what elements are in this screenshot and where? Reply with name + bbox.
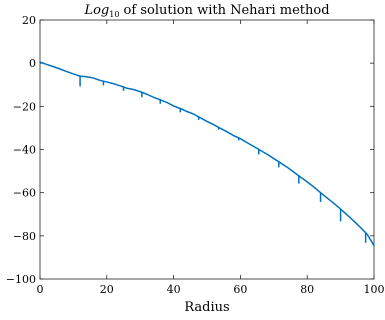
ticks <box>39 19 375 280</box>
chart-title-rest: of solution with Nehari method <box>119 3 329 18</box>
tick-labels: 0 20 40 60 80 100 20 0 −20 −40 −60 −80 −100 <box>6 14 385 296</box>
y-tick-label: 20 <box>22 14 36 27</box>
plot-area <box>39 19 375 280</box>
chart-title-sub: 10 <box>109 10 119 19</box>
chart-title-main: Log <box>83 3 109 18</box>
x-tick-label: 60 <box>233 283 247 296</box>
y-tick-label: −40 <box>13 144 36 157</box>
dips <box>79 75 367 244</box>
x-axis-title: Radius <box>184 300 229 315</box>
x-tick-label: 100 <box>364 283 385 296</box>
y-tick-label: −20 <box>13 100 36 113</box>
x-tick-label: 20 <box>100 283 114 296</box>
x-tick-label: 80 <box>300 283 314 296</box>
y-tick-label: −100 <box>6 273 36 286</box>
x-tick-label: 0 <box>37 283 44 296</box>
y-tick-label: 0 <box>29 57 36 70</box>
y-tick-label: −60 <box>13 187 36 200</box>
chart-title: Log10 of solution with Nehari method <box>83 3 329 19</box>
x-tick-label: 40 <box>167 283 181 296</box>
series-line <box>39 61 375 247</box>
y-tick-label: −80 <box>13 230 36 243</box>
